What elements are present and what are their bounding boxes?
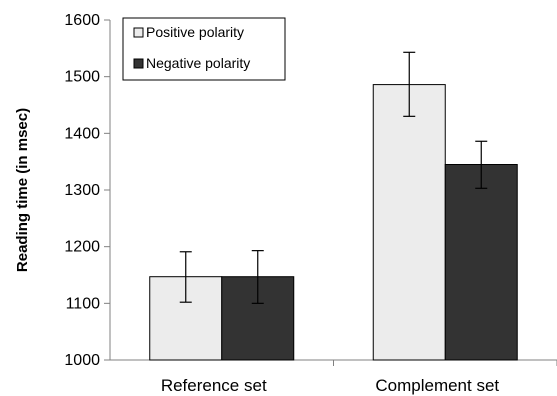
y-axis-title: Reading time (in msec): [14, 108, 31, 272]
error-bars: [179, 51, 488, 304]
legend: Positive polarity Negative polarity: [122, 17, 286, 81]
legend-box: [122, 17, 286, 81]
axes: 1000 1100 1200 1300 1400 1500 1600 Reference se…: [64, 12, 557, 395]
y-tick-label: 1500: [64, 69, 100, 86]
y-tick-label: 1300: [64, 182, 100, 199]
x-category-label: Complement set: [375, 376, 499, 395]
legend-label: Negative polarity: [146, 55, 250, 71]
legend-swatch: [133, 27, 144, 38]
y-tick-label: 1100: [66, 295, 101, 312]
y-tick-label: 1200: [64, 239, 100, 256]
bars: [149, 84, 518, 361]
legend-label: Positive polarity: [146, 24, 244, 40]
y-tick-label: 1600: [64, 12, 100, 29]
legend-swatch: [133, 58, 144, 69]
x-category-label: Reference set: [161, 376, 267, 395]
bar-positive-1: [372, 84, 446, 361]
y-tick-label: 1400: [64, 125, 100, 142]
y-tick-label: 1000: [64, 352, 100, 369]
bar-negative-1: [444, 164, 518, 361]
